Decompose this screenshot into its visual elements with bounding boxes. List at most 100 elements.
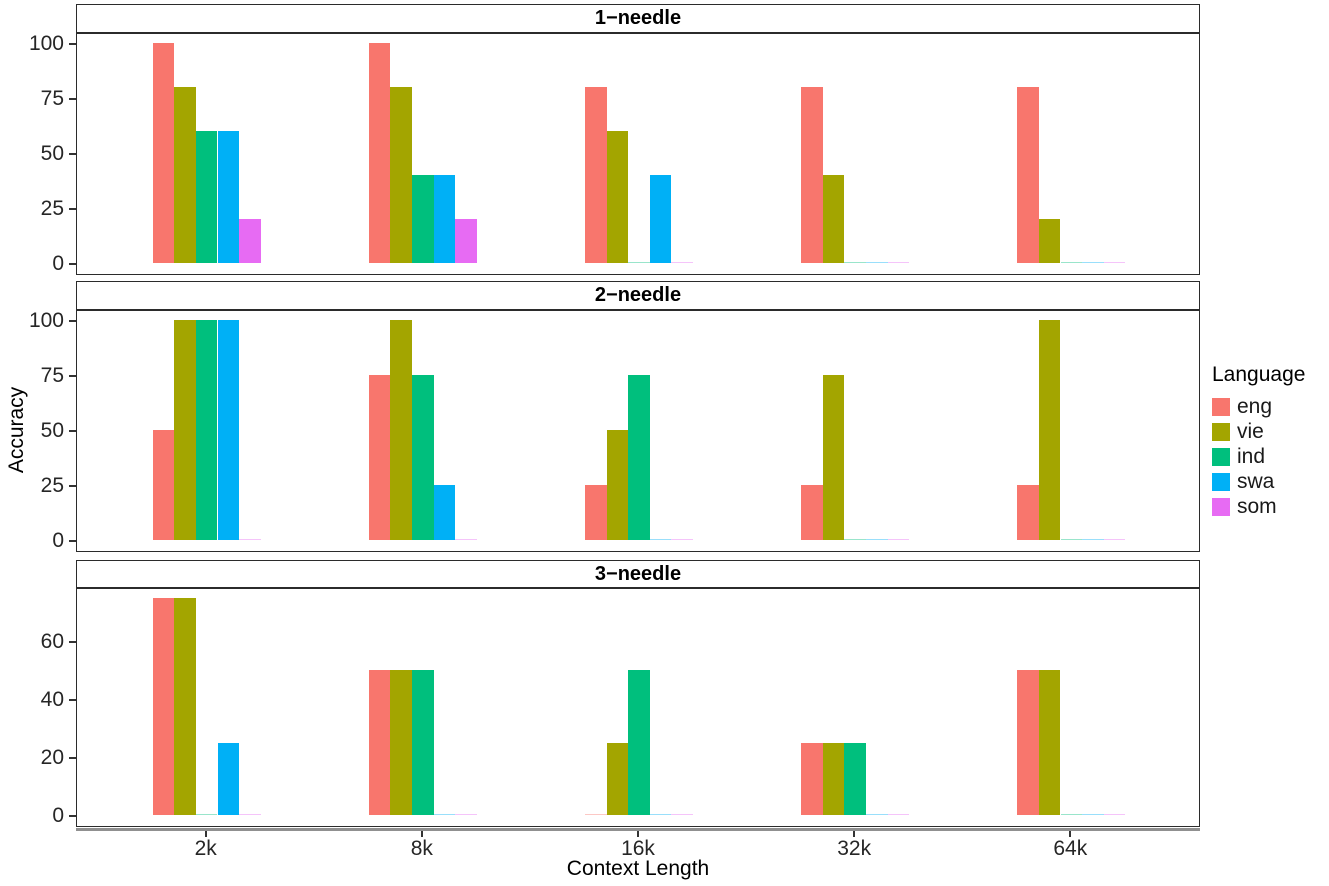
legend-item-label: swa: [1237, 469, 1275, 493]
y-tick-label: 25: [40, 474, 64, 497]
x-tick-label: 2k: [194, 837, 217, 860]
y-tick-label: 25: [40, 197, 64, 220]
legend-key-swatch: [1212, 447, 1230, 466]
y-tick-mark: [69, 263, 76, 265]
y-tick-mark: [69, 320, 76, 322]
bar-swa-8k: [433, 485, 456, 540]
y-tick-label: 0: [52, 804, 64, 828]
legend-item-swa: swa: [1206, 469, 1326, 494]
bar-vie-32k: [822, 175, 845, 263]
y-tick-mark: [69, 153, 76, 155]
y-tick-label: 75: [40, 364, 64, 387]
y-tick-label: 50: [40, 419, 64, 442]
bar-som-32k: [887, 538, 910, 540]
facet-strip: 2−needle: [76, 281, 1200, 310]
bar-eng-2k: [152, 597, 175, 816]
legend-item-ind: ind: [1206, 444, 1326, 469]
bar-eng-8k: [368, 375, 391, 540]
facet-title: 2−needle: [594, 284, 682, 306]
x-tick-mark: [1069, 831, 1072, 837]
bar-eng-8k: [368, 670, 391, 816]
bar-eng-32k: [801, 87, 823, 263]
bar-ind-16k: [628, 261, 650, 263]
legend-item-label: ind: [1237, 444, 1266, 468]
legend-item-label: som: [1237, 494, 1277, 518]
legend-item-eng: eng: [1206, 394, 1326, 419]
x-tick-label: 8k: [410, 837, 433, 860]
bar-eng-16k: [584, 485, 607, 540]
bar-ind-2k: [195, 131, 218, 263]
y-tick-mark: [69, 699, 76, 702]
bar-som-8k: [455, 219, 477, 263]
bar-eng-64k: [1017, 87, 1039, 263]
facet-panel: [76, 33, 1200, 275]
bar-som-16k: [671, 813, 694, 816]
bar-swa-16k: [649, 175, 672, 263]
bar-ind-16k: [628, 375, 650, 540]
x-tick-label: 16k: [621, 837, 655, 860]
bar-swa-16k: [649, 538, 672, 540]
bar-som-16k: [671, 538, 694, 540]
bar-swa-64k: [1082, 813, 1104, 816]
legend-item-som: som: [1206, 494, 1326, 519]
bar-ind-64k: [1060, 813, 1083, 816]
y-tick-mark: [69, 641, 76, 644]
x-tick-mark: [420, 831, 423, 837]
bar-ind-2k: [195, 320, 218, 540]
bar-ind-8k: [412, 375, 434, 540]
y-tick-label: 20: [40, 746, 64, 770]
bar-ind-8k: [412, 670, 434, 816]
bar-som-16k: [671, 261, 694, 263]
legend-title: Language: [1212, 363, 1306, 386]
bar-eng-2k: [152, 430, 175, 540]
facet-strip: 3−needle: [76, 560, 1200, 588]
x-tick-label: 64k: [1053, 837, 1088, 860]
x-axis-line: [76, 828, 1200, 831]
bar-ind-2k: [195, 813, 218, 816]
bar-swa-64k: [1082, 538, 1104, 540]
legend-key-swatch: [1212, 422, 1230, 441]
bar-vie-32k: [822, 742, 845, 816]
bar-ind-16k: [628, 670, 650, 816]
bar-som-8k: [455, 813, 477, 816]
legend-items: eng vie ind swa som: [1206, 394, 1326, 519]
bar-vie-8k: [390, 670, 413, 816]
y-tick-label: 40: [40, 688, 64, 712]
bar-eng-64k: [1017, 670, 1039, 816]
bar-eng-2k: [152, 43, 175, 263]
y-tick-mark: [69, 485, 76, 487]
bar-eng-16k: [584, 813, 607, 816]
bar-swa-2k: [217, 320, 240, 540]
facet-title: 1−needle: [594, 7, 682, 29]
bar-som-2k: [239, 219, 261, 263]
bar-ind-8k: [412, 175, 434, 263]
bar-vie-8k: [390, 87, 413, 263]
bar-eng-32k: [801, 742, 823, 816]
bar-vie-2k: [174, 597, 196, 816]
x-tick-label: 32k: [837, 837, 872, 860]
x-tick-mark: [853, 831, 856, 837]
y-tick-label: 100: [28, 32, 64, 55]
bar-swa-2k: [217, 742, 240, 816]
bar-som-2k: [239, 538, 261, 540]
bar-vie-32k: [822, 375, 845, 540]
bar-swa-32k: [865, 261, 888, 263]
bar-som-32k: [887, 261, 910, 263]
x-tick-mark: [204, 831, 207, 837]
y-tick-mark: [69, 430, 76, 432]
x-tick-mark: [637, 831, 639, 837]
y-tick-label: 50: [40, 142, 64, 165]
bar-vie-64k: [1038, 320, 1061, 540]
facet-title: 3−needle: [594, 562, 682, 585]
bar-som-2k: [239, 813, 261, 816]
y-tick-label: 75: [40, 87, 64, 110]
y-tick-label: 0: [52, 529, 64, 552]
legend-key-swatch: [1212, 497, 1230, 516]
y-tick-mark: [69, 98, 76, 100]
y-tick-mark: [69, 375, 76, 377]
bar-som-64k: [1103, 813, 1126, 816]
bar-ind-64k: [1060, 261, 1083, 263]
bar-vie-16k: [606, 430, 629, 540]
bar-swa-64k: [1082, 261, 1104, 263]
legend-item-label: vie: [1237, 419, 1264, 443]
